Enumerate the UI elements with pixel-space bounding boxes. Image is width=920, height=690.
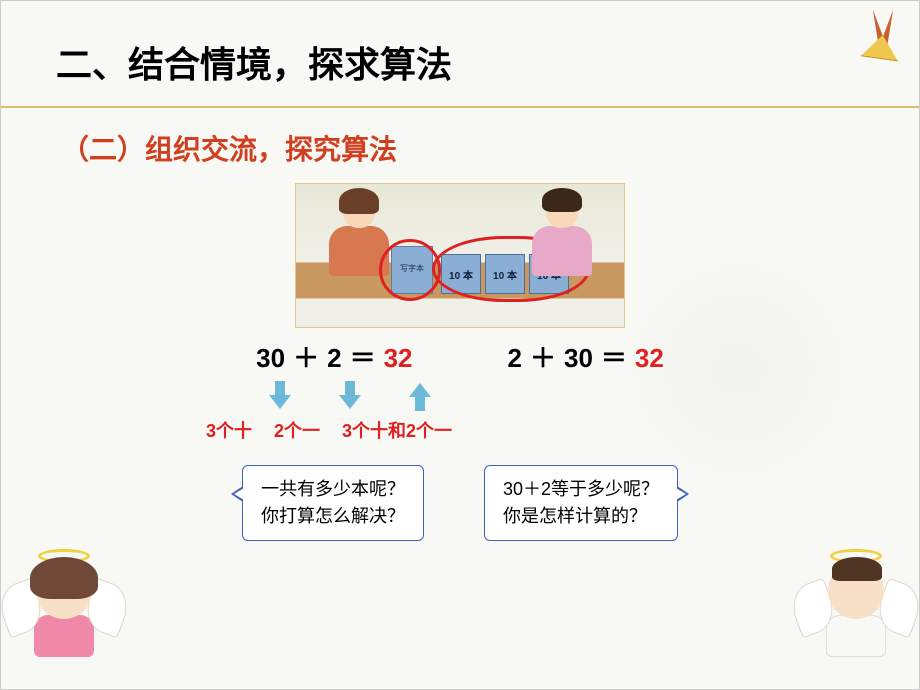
page-title: 二、结合情境，探求算法 bbox=[1, 1, 919, 106]
eq2-operand-b: 30 bbox=[564, 343, 593, 374]
scene-illustration: 写字本 10 本 10 本 10 本 bbox=[295, 183, 625, 328]
eq1-equals: ＝ bbox=[350, 338, 376, 375]
bubble-left-line2: 你打算怎么解决？ bbox=[261, 503, 405, 530]
bubble-right-line1: 30＋2等于多少呢？ bbox=[503, 476, 659, 503]
eq1-result: 32 bbox=[384, 343, 413, 374]
clerk-figure bbox=[524, 192, 599, 292]
eq2-operand-a: 2 bbox=[508, 343, 522, 374]
bubble-right-line2: 你是怎样计算的？ bbox=[503, 503, 659, 530]
bubble-left-line1: 一共有多少本呢？ bbox=[261, 476, 405, 503]
eq1-operand-a: 30 bbox=[256, 343, 285, 374]
label-tens: 3个十 bbox=[206, 417, 252, 443]
slide: 二、结合情境，探求算法 （二）组织交流，探究算法 写字本 10 本 10 本 1… bbox=[1, 1, 919, 689]
watermark bbox=[619, 249, 859, 489]
speech-bubble-left: 一共有多少本呢？ 你打算怎么解决？ bbox=[242, 465, 424, 541]
eq1-operand-b: 2 bbox=[327, 343, 341, 374]
equation-1: 30 ＋ 2 ＝ 32 bbox=[256, 338, 412, 375]
angel-right-icon bbox=[801, 549, 911, 669]
eq1-plus: ＋ bbox=[293, 338, 319, 375]
eq2-plus: ＋ bbox=[530, 338, 556, 375]
arrow-down-icon bbox=[339, 381, 361, 411]
arrow-up-icon bbox=[409, 381, 431, 411]
label-combined: 3个十和2个一 bbox=[342, 417, 452, 443]
angel-left-icon bbox=[9, 549, 119, 669]
speech-bubble-right: 30＋2等于多少呢？ 你是怎样计算的？ bbox=[484, 465, 678, 541]
corner-decoration bbox=[854, 9, 909, 64]
arrow-down-icon bbox=[269, 381, 291, 411]
label-ones: 2个一 bbox=[274, 417, 320, 443]
page-subtitle: （二）组织交流，探究算法 bbox=[1, 108, 919, 178]
